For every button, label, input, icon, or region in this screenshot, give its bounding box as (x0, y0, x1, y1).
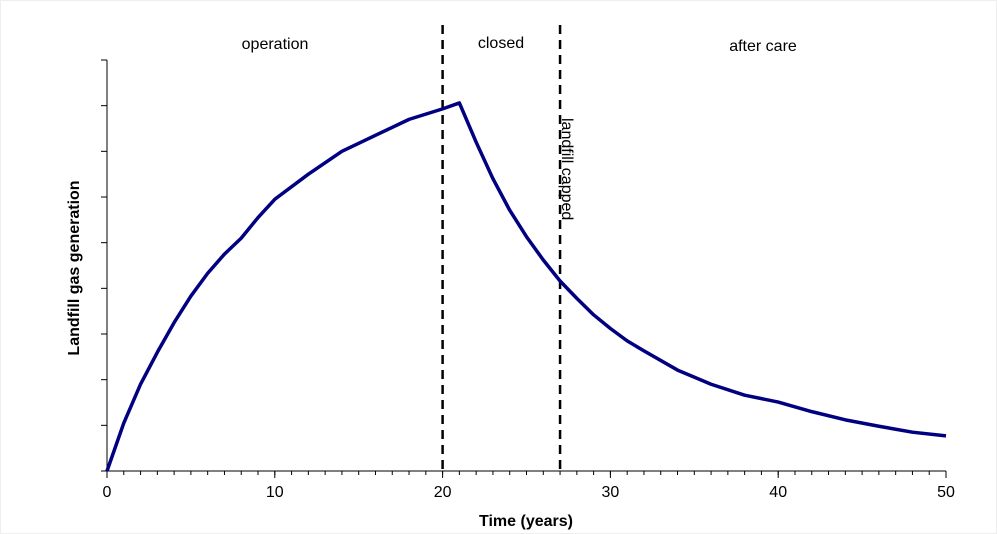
x-tick-label: 10 (266, 484, 284, 501)
x-tick-label: 20 (434, 484, 452, 501)
x-tick-label: 0 (103, 484, 112, 501)
annotation: landfill capped (558, 118, 575, 220)
annotation: operation (242, 36, 309, 53)
x-tick-label: 30 (602, 484, 620, 501)
x-axis-label: Time (years) (479, 513, 573, 530)
y-axis-label: Landfill gas generation (66, 180, 83, 355)
x-tick-label: 50 (937, 484, 955, 501)
annotation: after care (729, 38, 797, 55)
x-tick-label: 40 (769, 484, 787, 501)
annotation: closed (478, 35, 524, 52)
data-line (105, 101, 947, 472)
